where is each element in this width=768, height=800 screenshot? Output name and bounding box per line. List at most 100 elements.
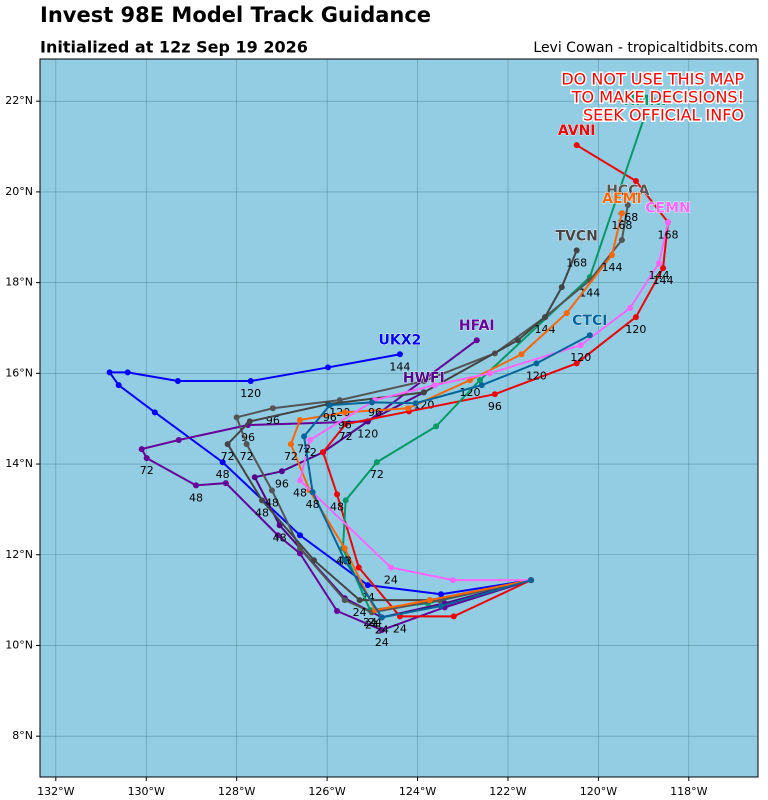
track-name: HFAI <box>459 318 495 334</box>
hour-label: 72 <box>240 450 254 463</box>
track-point <box>573 360 580 367</box>
track-name: HCCA <box>606 183 649 199</box>
hour-label: 144 <box>601 261 622 274</box>
track-point <box>341 409 348 416</box>
hour-label: 72 <box>221 450 235 463</box>
track-point <box>528 577 535 584</box>
track-point <box>342 497 349 504</box>
track-point <box>660 265 667 272</box>
track-point <box>478 382 485 389</box>
y-tick-label: 10°N <box>5 638 33 651</box>
track-point <box>431 382 438 389</box>
hour-label: 144 <box>535 323 556 336</box>
hour-label: 120 <box>570 351 591 364</box>
track-point <box>387 564 394 571</box>
hour-label: 72 <box>140 464 154 477</box>
hour-label: 48 <box>216 468 230 481</box>
hour-label: 24 <box>384 573 398 586</box>
hour-label: 72 <box>297 442 311 455</box>
track-point <box>222 480 229 487</box>
track-point <box>368 399 375 406</box>
track-name: UKX2 <box>379 332 422 348</box>
track-point <box>608 251 615 258</box>
track-name: CTCI <box>572 313 607 329</box>
track-point <box>175 436 182 443</box>
track-name: CEMN <box>645 200 691 216</box>
track-point <box>438 591 445 598</box>
track-point <box>627 305 634 312</box>
hour-label: 120 <box>240 387 261 400</box>
track-point <box>287 441 294 448</box>
track-point <box>378 627 385 634</box>
hour-label: 24 <box>363 616 377 629</box>
x-tick-label: 128°W <box>218 785 255 798</box>
track-point <box>268 487 275 494</box>
x-tick-label: 122°W <box>489 785 526 798</box>
y-tick-label: 22°N <box>5 94 33 107</box>
track-point <box>514 337 521 344</box>
track-point <box>306 436 313 443</box>
track-point <box>138 446 145 453</box>
y-tick-label: 12°N <box>5 548 33 561</box>
track-point <box>665 219 672 226</box>
track-point <box>473 337 480 344</box>
track-point <box>124 369 131 376</box>
track-point <box>151 409 158 416</box>
track-point <box>296 477 303 484</box>
track-point <box>355 564 362 571</box>
track-point <box>356 597 363 604</box>
warning: DO NOT USE THIS MAP <box>561 70 744 89</box>
track-point <box>558 284 565 291</box>
track-point <box>233 414 240 421</box>
hour-label: 24 <box>368 616 382 629</box>
track-name: AVNI <box>558 123 596 139</box>
chart-subtitle: Initialized at 12z Sep 19 2026 <box>40 38 308 57</box>
track-point <box>573 142 580 149</box>
hour-label: 72 <box>370 468 384 481</box>
track-point <box>341 557 348 564</box>
track-point <box>364 582 371 589</box>
x-tick-label: 126°W <box>308 785 345 798</box>
hour-label: 168 <box>611 219 632 232</box>
warning: TO MAKE DECISIONS! <box>571 88 744 107</box>
track: 24 48 72 96 120 144 168 <box>233 202 638 631</box>
track-line <box>235 204 629 614</box>
track-point <box>334 491 341 498</box>
track-point <box>573 247 580 254</box>
track-point <box>655 260 662 267</box>
hour-label: 48 <box>189 491 203 504</box>
track-point <box>586 332 593 339</box>
hour-label: 24 <box>365 618 379 631</box>
track-point <box>278 468 285 475</box>
x-tick-label: 130°W <box>128 785 165 798</box>
hour-label: 96 <box>368 406 382 419</box>
hour-label: 24 <box>375 623 389 636</box>
hour-label: 96 <box>488 400 502 413</box>
track-point <box>334 607 341 614</box>
warning: SEEK OFFICIAL INFO <box>583 106 744 125</box>
track-point <box>632 314 639 321</box>
hour-label: 72 <box>339 430 353 443</box>
track-point <box>269 405 276 412</box>
hour-label: 96 <box>275 477 289 490</box>
track-point <box>438 603 445 610</box>
track-point <box>533 360 540 367</box>
hour-label: 168 <box>566 256 587 269</box>
track-line <box>302 334 591 619</box>
track-point <box>491 391 498 398</box>
hour-label: 48 <box>306 498 320 511</box>
x-tick-label: 124°W <box>399 785 436 798</box>
track-point <box>542 314 549 321</box>
track-point <box>618 236 625 243</box>
hour-label: 48 <box>255 506 269 519</box>
track-point <box>296 550 303 557</box>
track-name: HMNI <box>624 93 667 109</box>
track-point <box>301 433 308 440</box>
track-name: HWFI <box>403 370 445 386</box>
track-point <box>624 202 631 209</box>
track-point <box>325 364 332 371</box>
track-name: AEMI <box>602 191 642 207</box>
track-point <box>577 342 584 349</box>
